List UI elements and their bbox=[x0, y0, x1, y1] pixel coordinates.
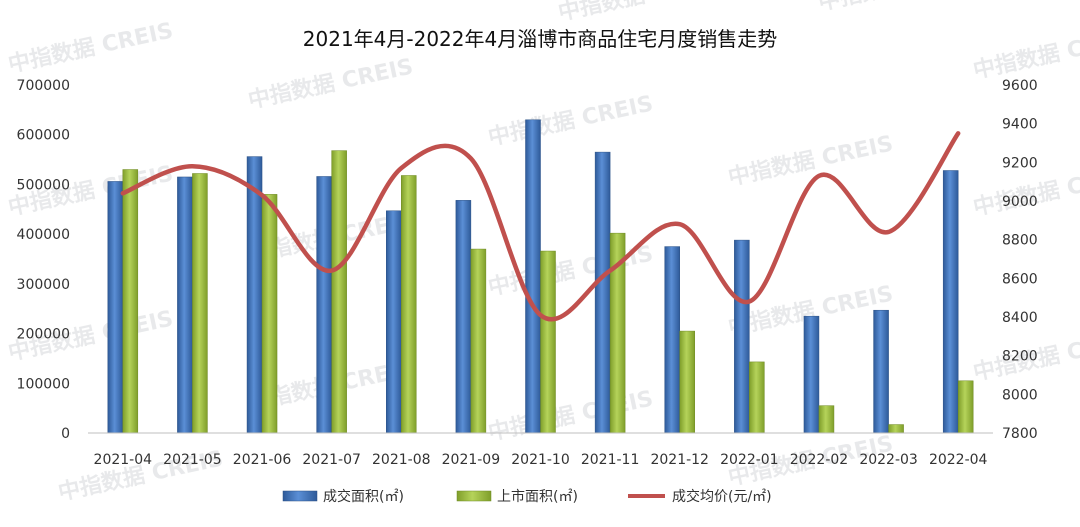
right-axis-tick-label: 8000 bbox=[1002, 387, 1038, 403]
x-axis-tick-label: 2021-09 bbox=[442, 452, 501, 468]
watermark-text: 中指数据 CREIS bbox=[486, 386, 656, 446]
bar-transaction-area bbox=[664, 246, 680, 434]
x-axis-tick-label: 2021-04 bbox=[94, 452, 153, 468]
bar-listing-area bbox=[261, 194, 278, 434]
bar-listing-area bbox=[749, 361, 765, 434]
bar-transaction-area bbox=[386, 210, 402, 434]
x-axis-tick-label: 2022-02 bbox=[790, 452, 849, 468]
left-axis-tick-label: 100000 bbox=[17, 376, 70, 392]
x-axis-tick-label: 2021-10 bbox=[511, 452, 570, 468]
left-axis-tick-label: 500000 bbox=[17, 177, 70, 193]
left-axis-tick-label: 700000 bbox=[17, 78, 70, 94]
x-axis-tick-label: 2022-03 bbox=[859, 452, 918, 468]
left-axis: 0 100000 200000 300000 400000 500000 600000 700… bbox=[17, 78, 70, 442]
x-axis-tick-label: 2021-07 bbox=[302, 452, 361, 468]
bar-transaction-area bbox=[316, 176, 332, 434]
watermark-text: 中指数据 CREIS bbox=[971, 24, 1080, 84]
x-axis: 2021-04 2021-05 2021-06 2021-07 2021-08 2021-… bbox=[88, 432, 993, 468]
bar-transaction-area bbox=[873, 309, 889, 434]
bar-listing-area bbox=[122, 169, 139, 434]
legend-label-average-price: 成交均价(元/㎡) bbox=[672, 488, 772, 505]
right-axis-tick-label: 8400 bbox=[1002, 310, 1038, 326]
bar-listing-area bbox=[401, 175, 417, 434]
bar-listing-area bbox=[470, 248, 487, 434]
bar-transaction-area bbox=[177, 176, 193, 434]
right-axis-tick-label: 9400 bbox=[1002, 117, 1038, 133]
legend-swatch-listing-area bbox=[456, 490, 492, 502]
right-axis: 7800 8000 8200 8400 8600 8800 9000 9200 9400 9600 bbox=[1002, 78, 1038, 442]
bar-listing-area bbox=[192, 173, 208, 434]
bar-transaction-area bbox=[107, 181, 124, 434]
x-axis-tick-label: 2021-12 bbox=[650, 452, 709, 468]
bar-listing-area bbox=[679, 330, 695, 434]
x-axis-tick-label: 2021-11 bbox=[581, 452, 640, 468]
left-axis-tick-label: 400000 bbox=[17, 227, 70, 243]
x-axis-tick-label: 2021-08 bbox=[372, 452, 431, 468]
bar-transaction-area bbox=[525, 119, 541, 434]
bar-listing-area bbox=[888, 424, 904, 434]
bar-listing-area bbox=[818, 405, 835, 434]
watermark-text: 中指数据 CREIS bbox=[246, 54, 416, 114]
bar-transaction-area bbox=[734, 239, 750, 434]
watermark-text: 中指数据 CREIS bbox=[556, 0, 726, 26]
bar-transaction-area bbox=[455, 200, 472, 434]
left-axis-tick-label: 600000 bbox=[17, 128, 70, 144]
bar-transaction-area bbox=[803, 315, 820, 434]
right-axis-tick-label: 8200 bbox=[1002, 349, 1038, 365]
right-axis-tick-label: 8600 bbox=[1002, 271, 1038, 287]
bar-transaction-area bbox=[594, 151, 611, 434]
bar-transaction-area bbox=[942, 170, 959, 434]
x-axis-tick-label: 2021-05 bbox=[163, 452, 222, 468]
x-axis-tick-label: 2021-06 bbox=[233, 452, 292, 468]
watermark-text: 中指数据 CREIS bbox=[816, 0, 986, 16]
left-axis-tick-label: 200000 bbox=[17, 327, 70, 343]
bar-listing-area bbox=[540, 250, 556, 434]
bar-listing-area bbox=[957, 380, 974, 434]
bar-listing-area bbox=[331, 150, 347, 434]
watermark-text: 中指数据 CREIS bbox=[486, 91, 656, 151]
legend-label-transaction-area: 成交面积(㎡) bbox=[323, 488, 404, 505]
line-layer bbox=[120, 131, 961, 322]
right-axis-tick-label: 9600 bbox=[1002, 78, 1038, 94]
line-average-price bbox=[120, 131, 961, 322]
right-axis-tick-label: 8800 bbox=[1002, 233, 1038, 249]
left-axis-tick-label: 0 bbox=[61, 426, 70, 442]
legend: 成交面积(㎡) 上市面积(㎡) 成交均价(元/㎡) bbox=[282, 488, 772, 505]
chart-title: 2021年4月-2022年4月淄博市商品住宅月度销售走势 bbox=[303, 27, 777, 51]
right-axis-tick-label: 7800 bbox=[1002, 426, 1038, 442]
bar-transaction-area bbox=[246, 156, 263, 434]
left-axis-tick-label: 300000 bbox=[17, 277, 70, 293]
legend-label-listing-area: 上市面积(㎡) bbox=[497, 488, 578, 505]
x-axis-tick-label: 2022-01 bbox=[720, 452, 779, 468]
right-axis-tick-label: 9000 bbox=[1002, 194, 1038, 210]
x-axis-tick-label: 2022-04 bbox=[929, 452, 988, 468]
watermark-text: 中指数据 CREIS bbox=[6, 18, 176, 78]
bar-layer bbox=[107, 119, 974, 434]
legend-swatch-transaction-area bbox=[282, 490, 318, 502]
right-axis-tick-label: 9200 bbox=[1002, 155, 1038, 171]
